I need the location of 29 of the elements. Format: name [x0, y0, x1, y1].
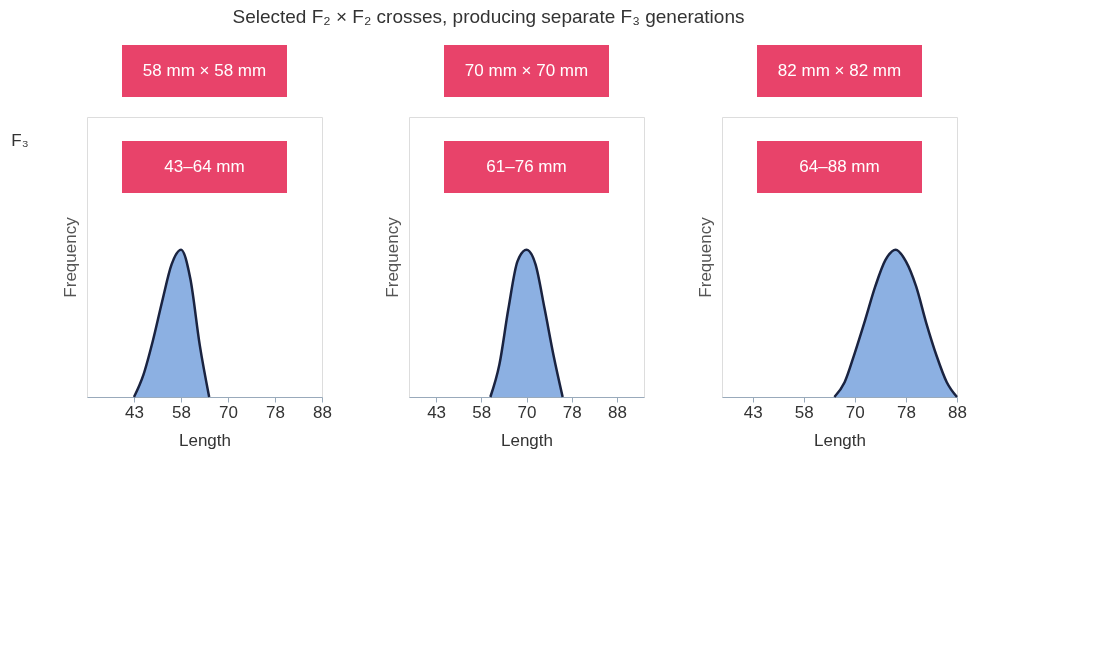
- text: 43–64 mm: [164, 157, 245, 176]
- text: 61–76 mm: [486, 157, 567, 176]
- x-tick-label: 43: [125, 402, 144, 422]
- x-tick-label: 58: [172, 402, 191, 422]
- text: 82 mm × 82 mm: [777, 61, 902, 80]
- x-tick-label: 58: [794, 402, 814, 422]
- x-tick-label: 88: [313, 402, 332, 422]
- x-tick-label: 70: [219, 402, 238, 422]
- text: 64–88 mm: [799, 157, 880, 176]
- y-axis-title: Frequency: [382, 216, 402, 298]
- text: F₃: [11, 131, 29, 150]
- x-tick-label: 70: [845, 402, 865, 422]
- text: Selected F₂ × F₂ crosses, producing separate F₃ generations: [232, 6, 745, 27]
- x-tick-label: 78: [562, 402, 582, 422]
- x-tick-label: 70: [517, 402, 537, 422]
- text: 70 mm × 70 mm: [464, 61, 589, 80]
- x-axis-title: Length: [814, 430, 866, 450]
- x-tick-label: 88: [607, 402, 627, 422]
- text: 58 mm × 58 mm: [142, 61, 267, 80]
- x-tick-label: 88: [948, 402, 967, 422]
- x-tick-label: 43: [427, 402, 447, 422]
- x-tick-label: 78: [266, 402, 285, 422]
- y-axis-title: Frequency: [695, 216, 715, 298]
- y-axis-title: Frequency: [60, 216, 80, 298]
- x-tick-label: 43: [743, 402, 763, 422]
- x-tick-label: 58: [472, 402, 492, 422]
- x-axis-title: Length: [179, 430, 231, 450]
- x-tick-label: 78: [896, 402, 916, 422]
- x-axis-title: Length: [501, 430, 553, 450]
